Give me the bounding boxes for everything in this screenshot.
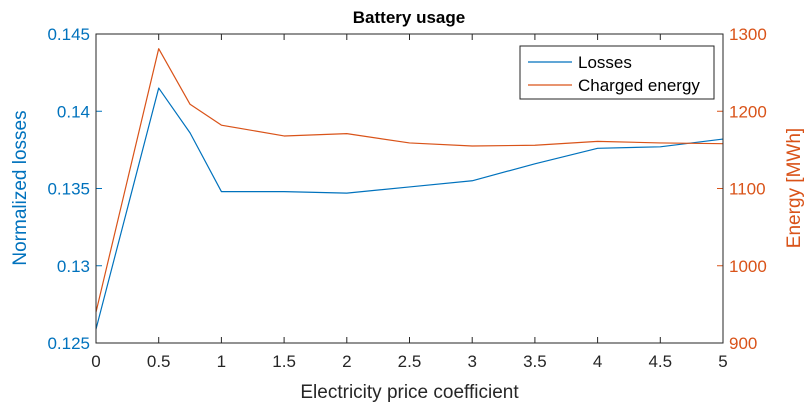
x-tick-label: 2.5: [398, 352, 422, 371]
legend: Losses Charged energy: [519, 45, 715, 100]
left-y-tick-label: 0.125: [47, 334, 90, 353]
x-tick-label: 5: [718, 352, 727, 371]
left-y-tick-label: 0.135: [47, 180, 90, 199]
x-tick-label: 1.5: [272, 352, 296, 371]
right-y-tick-label: 1100: [729, 180, 766, 199]
x-tick-label: 0.5: [147, 352, 171, 371]
series-lines: [95, 48, 724, 330]
legend-box: [519, 45, 715, 100]
x-tick-label: 3.5: [523, 352, 547, 371]
left-y-axis-ticks: 0.125 0.13 0.135 0.14 0.145: [47, 25, 102, 353]
right-y-tick-label: 1000: [729, 257, 767, 276]
x-tick-label: 3: [467, 352, 476, 371]
left-y-tick-label: 0.145: [47, 25, 90, 44]
x-axis-ticks: 0 0.5 1 1.5 2 2.5 3 3.5 4 4.5 5: [91, 34, 728, 371]
series-line-losses: [95, 87, 724, 330]
left-y-tick-label: 0.13: [57, 257, 90, 276]
x-tick-label: 2: [342, 352, 351, 371]
right-y-tick-label: 900: [729, 334, 757, 353]
legend-label-losses: Losses: [578, 53, 632, 72]
x-tick-label: 4: [593, 352, 602, 371]
x-tick-label: 0: [91, 352, 100, 371]
chart-title: Battery usage: [353, 8, 465, 27]
right-y-tick-label: 1300: [729, 25, 767, 44]
x-tick-label: 4.5: [648, 352, 672, 371]
legend-label-charged-energy: Charged energy: [578, 76, 700, 95]
right-y-axis-label: Energy [MWh]: [784, 128, 805, 248]
left-y-tick-label: 0.14: [57, 102, 90, 121]
left-y-axis-label: Normalized losses: [10, 110, 31, 265]
right-y-tick-label: 1200: [729, 102, 767, 121]
x-tick-label: 1: [217, 352, 226, 371]
plot-area-box: [95, 33, 724, 344]
series-line-charged-energy: [95, 48, 724, 313]
x-axis-label: Electricity price coefficient: [300, 382, 519, 403]
right-y-axis-ticks: 900 1000 1100 1200 1300: [717, 25, 767, 353]
